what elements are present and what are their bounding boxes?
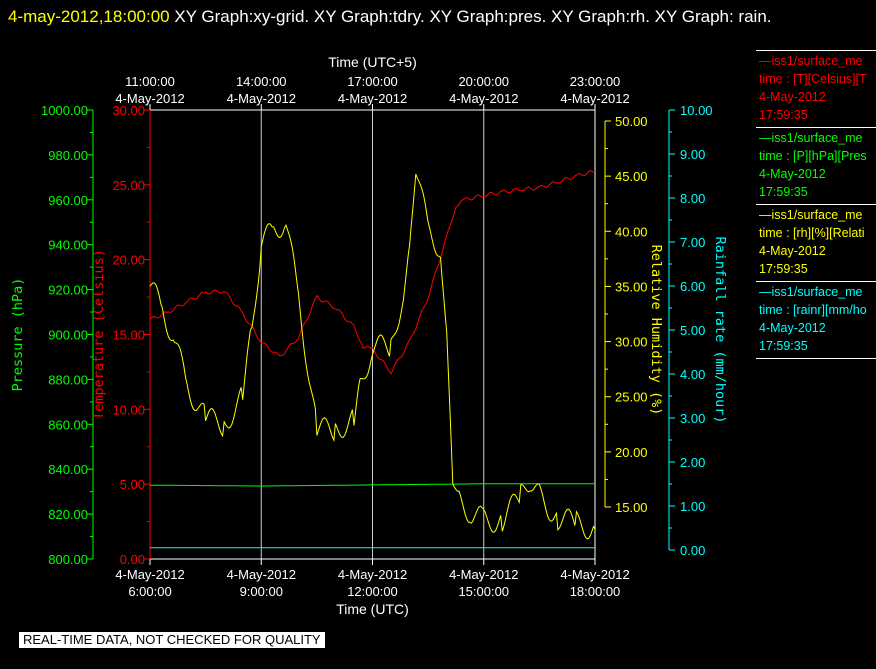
- legend-series-name: —iss1/surface_me: [759, 131, 863, 145]
- x-tick-label-date: 4-May-2012: [227, 567, 296, 582]
- series-line-rh: [149, 173, 596, 540]
- temperature-tick-label: 20.00: [112, 253, 145, 268]
- legend-series-date: 4-May-2012: [759, 321, 826, 335]
- pressure-tick-label: 980.00: [48, 148, 88, 163]
- legend-series-time: 17:59:35: [759, 262, 808, 276]
- x2-tick-label-time: 20:00:00: [458, 74, 509, 89]
- temperature-tick-label: 5.00: [120, 477, 145, 492]
- pressure-tick-label: 920.00: [48, 283, 88, 298]
- legend: —iss1/surface_me time : [T][Celsius][T 4…: [756, 50, 876, 359]
- pressure-tick-label: 940.00: [48, 238, 88, 253]
- pressure-tick-label: 900.00: [48, 328, 88, 343]
- title-graph-list: XY Graph:xy-grid. XY Graph:tdry. XY Grap…: [169, 7, 772, 26]
- rain-tick-label: 9.00: [680, 147, 705, 162]
- x2-tick-label-date: 4-May-2012: [449, 91, 518, 106]
- temperature-tick-label: 25.00: [112, 178, 145, 193]
- legend-series-time: 17:59:35: [759, 339, 808, 353]
- rh-tick-label: 20.00: [615, 445, 648, 460]
- x-tick-label-time: 18:00:00: [570, 584, 621, 599]
- rain-tick-label: 2.00: [680, 455, 705, 470]
- rh-tick-label: 35.00: [615, 279, 648, 294]
- pressure-axis-label: Pressure (hPa): [10, 278, 26, 392]
- legend-series-name: —iss1/surface_me: [759, 54, 863, 68]
- legend-entry-pressure: —iss1/surface_me time : [P][hPa][Pres 4-…: [756, 127, 876, 204]
- x-axis-label: Time (UTC): [336, 601, 409, 617]
- x2-axis-label: Time (UTC+5): [328, 54, 417, 70]
- series-line-pressure: [149, 483, 595, 487]
- legend-series-name: —iss1/surface_me: [759, 208, 863, 222]
- rh-tick-label: 15.00: [615, 500, 648, 515]
- rh-tick-label: 30.00: [615, 335, 648, 350]
- x-tick-label-date: 4-May-2012: [338, 567, 407, 582]
- rh-tick-label: 25.00: [615, 390, 648, 405]
- temperature-tick-label: 10.00: [112, 402, 145, 417]
- pressure-tick-label: 960.00: [48, 193, 88, 208]
- x2-tick-label-date: 4-May-2012: [115, 91, 184, 106]
- rh-tick-label: 50.00: [615, 114, 648, 129]
- rain-axis-label: Rainfall rate (mm/hour): [712, 237, 728, 424]
- rh-tick-label: 45.00: [615, 169, 648, 184]
- x2-tick-label-time: 11:00:00: [125, 74, 175, 89]
- legend-series-name: —iss1/surface_me: [759, 285, 863, 299]
- rain-tick-label: 7.00: [680, 235, 705, 250]
- legend-entry-rain: —iss1/surface_me time : [rainr][mm/ho 4-…: [756, 281, 876, 359]
- rain-tick-label: 4.00: [680, 367, 705, 382]
- x2-tick-label-date: 4-May-2012: [227, 91, 296, 106]
- chart-title: 4-may-2012,18:00:00 XY Graph:xy-grid. XY…: [8, 2, 868, 31]
- x-tick-label-date: 4-May-2012: [560, 567, 629, 582]
- x2-tick-label-time: 14:00:00: [236, 74, 287, 89]
- title-timestamp: 4-may-2012,18:00:00: [8, 7, 170, 26]
- rh-axis-label: Relative Humidity (%): [648, 245, 664, 416]
- rain-tick-label: 1.00: [680, 499, 705, 514]
- x-tick-label-time: 6:00:00: [128, 584, 171, 599]
- legend-series-time: 17:59:35: [759, 108, 808, 122]
- legend-series-info: time : [P][hPa][Pres: [759, 149, 867, 163]
- x-tick-label-date: 4-May-2012: [449, 567, 518, 582]
- legend-series-info: time : [T][Celsius][T: [759, 72, 867, 86]
- x-tick-label-time: 15:00:00: [458, 584, 509, 599]
- temperature-tick-label: 0.00: [120, 552, 145, 567]
- pressure-tick-label: 1000.00: [41, 103, 88, 118]
- pressure-tick-label: 820.00: [48, 507, 88, 522]
- temperature-tick-label: 15.00: [112, 328, 145, 343]
- rh-tick-label: 40.00: [615, 224, 648, 239]
- legend-series-info: time : [rainr][mm/ho: [759, 303, 867, 317]
- legend-series-date: 4-May-2012: [759, 167, 826, 181]
- x2-tick-label-time: 23:00:00: [570, 74, 621, 89]
- pressure-tick-label: 860.00: [48, 417, 88, 432]
- x2-tick-label-date: 4-May-2012: [338, 91, 407, 106]
- x-tick-label-date: 4-May-2012: [115, 567, 184, 582]
- rain-tick-label: 0.00: [680, 543, 705, 558]
- x2-tick-label-time: 17:00:00: [347, 74, 398, 89]
- x2-tick-label-date: 4-May-2012: [560, 91, 629, 106]
- temperature-axis-label: Temperature (Celsius): [91, 249, 107, 420]
- legend-series-date: 4-May-2012: [759, 90, 826, 104]
- legend-series-info: time : [rh][%][Relati: [759, 226, 865, 240]
- rain-tick-label: 8.00: [680, 191, 705, 206]
- rain-tick-label: 10.00: [680, 103, 713, 118]
- x-tick-label-time: 9:00:00: [240, 584, 283, 599]
- quality-warning-badge: REAL-TIME DATA, NOT CHECKED FOR QUALITY: [19, 632, 325, 648]
- legend-series-date: 4-May-2012: [759, 244, 826, 258]
- rain-tick-label: 5.00: [680, 323, 705, 338]
- rain-tick-label: 3.00: [680, 411, 705, 426]
- pressure-tick-label: 800.00: [48, 552, 88, 567]
- legend-entry-temperature: —iss1/surface_me time : [T][Celsius][T 4…: [756, 50, 876, 127]
- legend-series-time: 17:59:35: [759, 185, 808, 199]
- pressure-tick-label: 880.00: [48, 372, 88, 387]
- temperature-tick-label: 30.00: [112, 103, 145, 118]
- x-tick-label-time: 12:00:00: [347, 584, 398, 599]
- rain-tick-label: 6.00: [680, 279, 705, 294]
- pressure-tick-label: 840.00: [48, 462, 88, 477]
- legend-entry-rh: —iss1/surface_me time : [rh][%][Relati 4…: [756, 204, 876, 281]
- series-line-temperature: [149, 170, 596, 375]
